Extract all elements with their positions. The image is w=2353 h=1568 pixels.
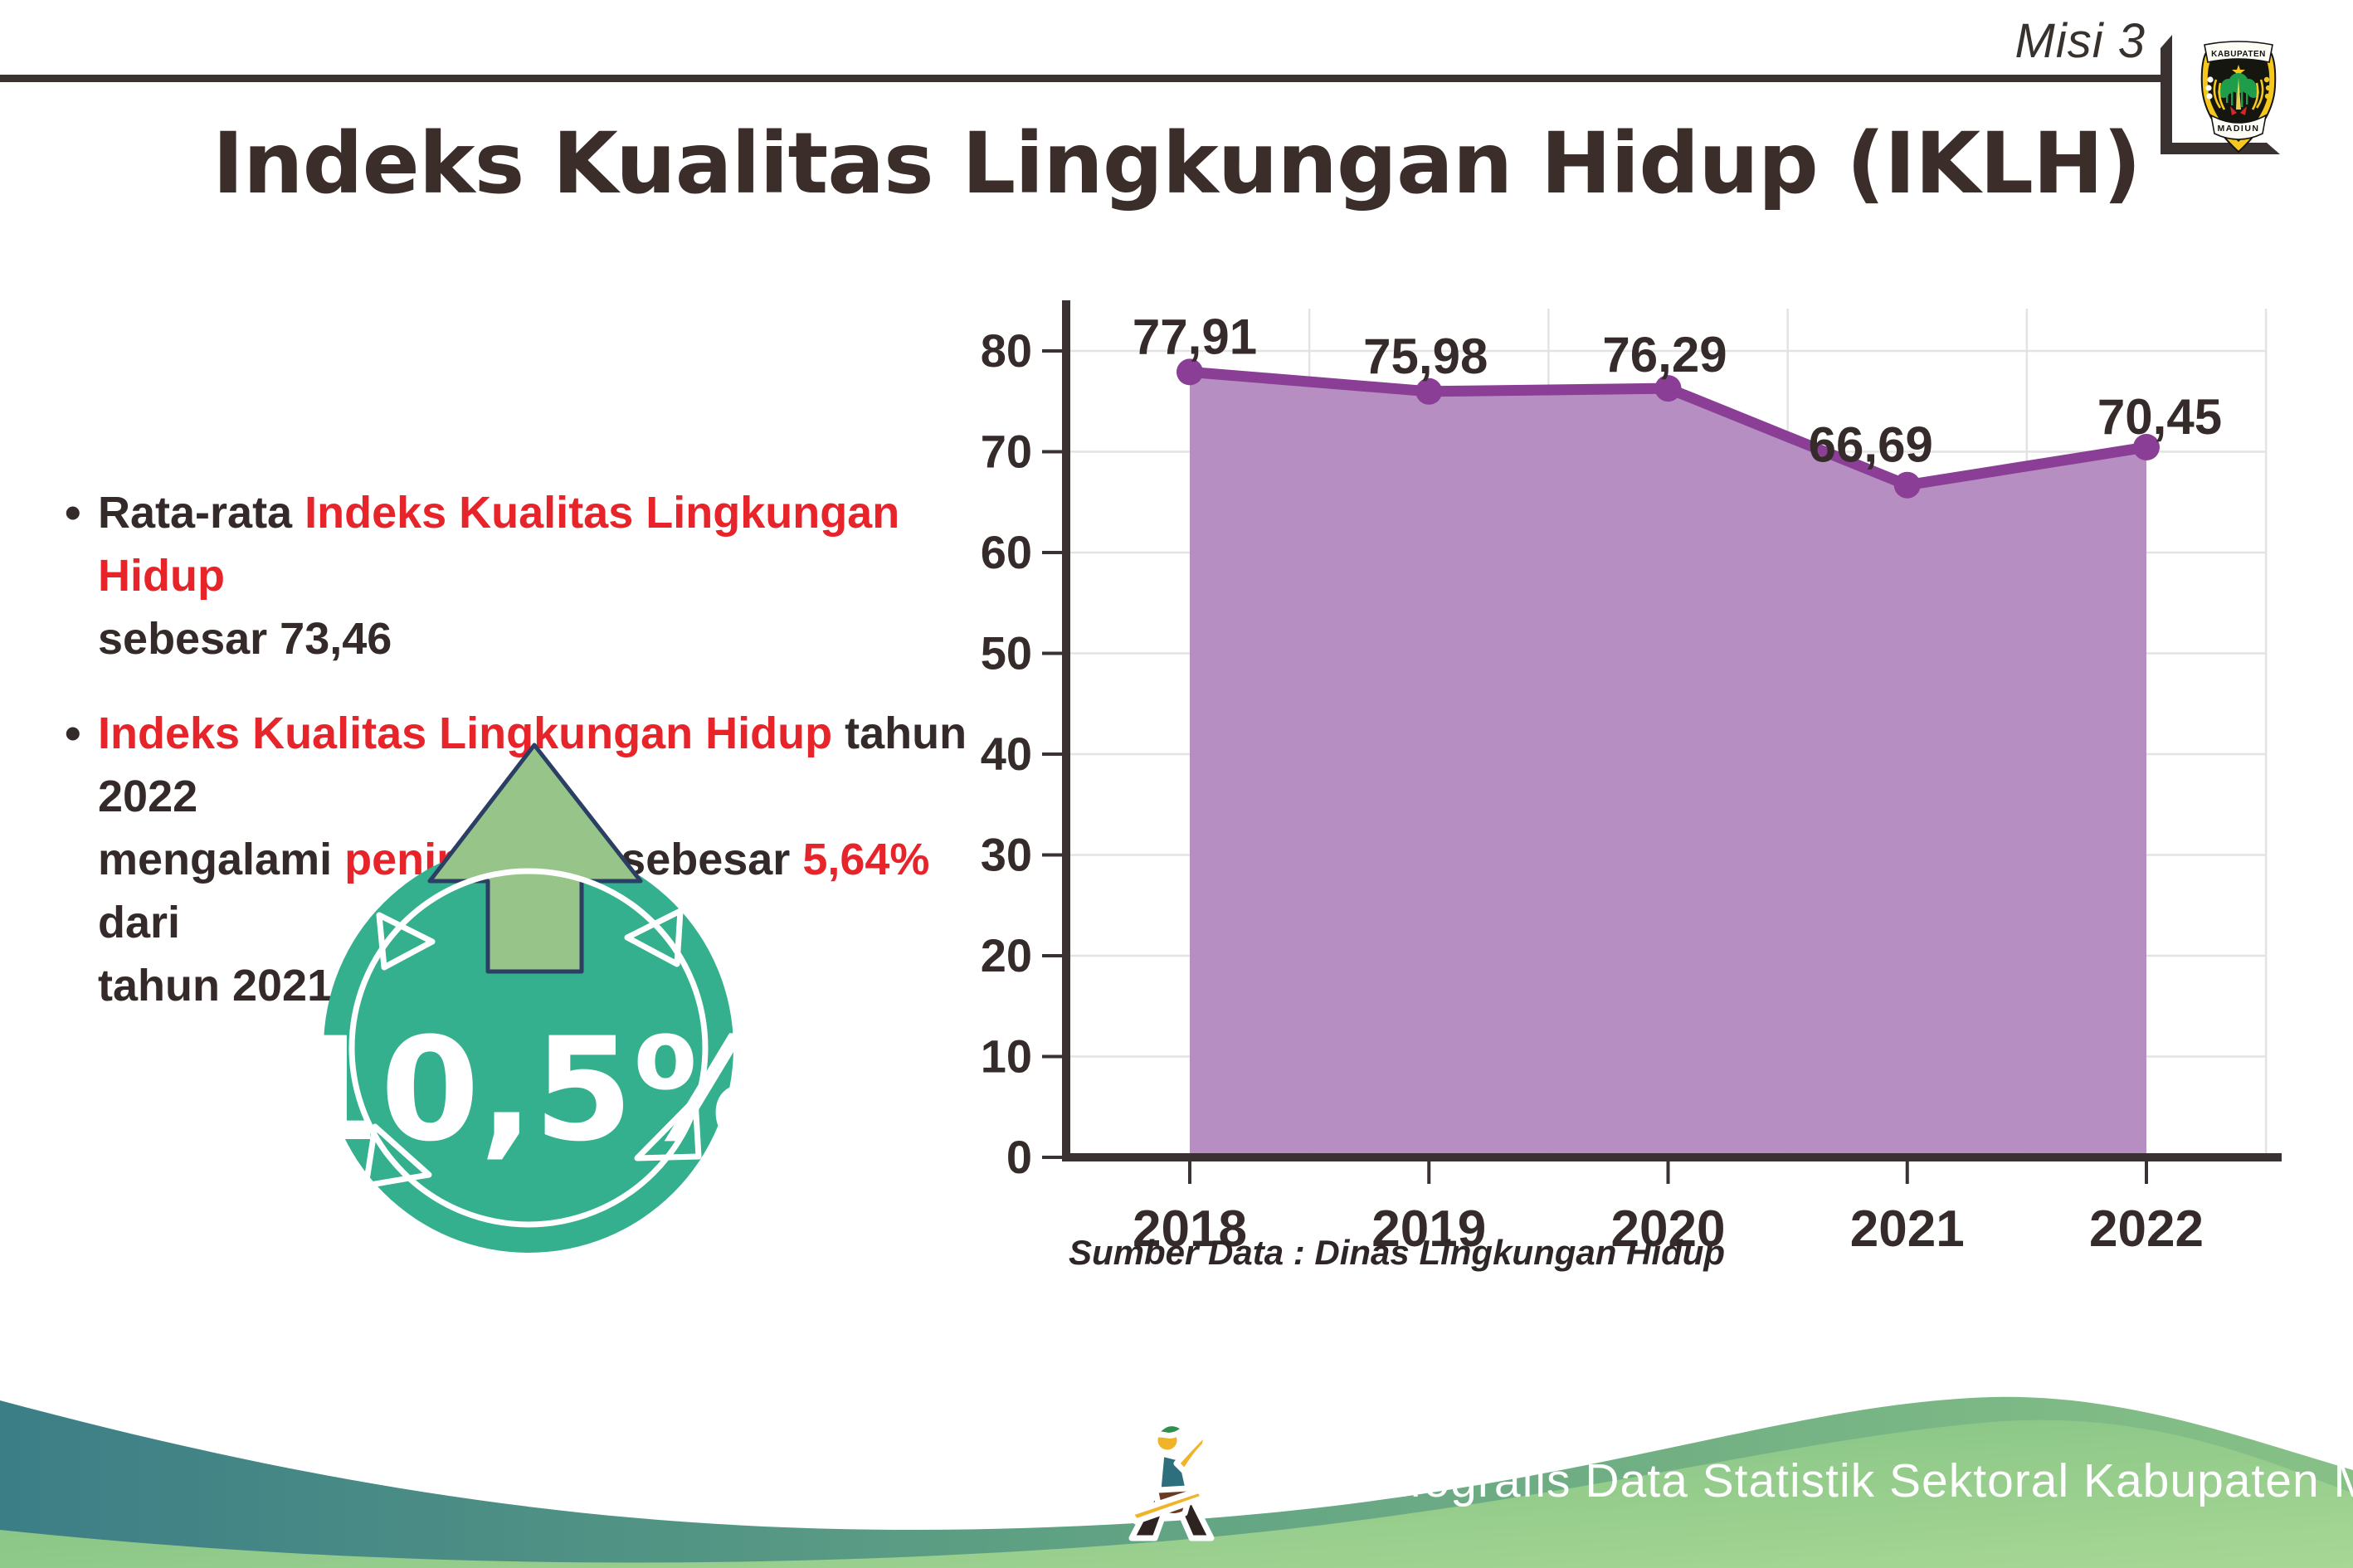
logo-bottom-banner xyxy=(2209,114,2268,140)
bullet-text-segment: tahun 2021 xyxy=(98,961,333,1010)
chart-point xyxy=(1893,471,1921,499)
x-tick-label: 2019 xyxy=(1371,1200,1486,1258)
x-tick-label: 2021 xyxy=(1850,1200,1965,1258)
bullet-item: • Rata-rata Indeks Kualitas Lingkungan Hi… xyxy=(65,481,967,670)
chart-point-label: 77,91 xyxy=(1133,309,1257,364)
bullet-text-segment: sebesar xyxy=(621,835,803,884)
chart-point xyxy=(2133,434,2160,460)
x-tick-label: 2018 xyxy=(1133,1200,1247,1258)
increase-badge: 10,5% xyxy=(307,743,755,1253)
bullet-text-segment: dari xyxy=(98,898,181,947)
chart-point xyxy=(1415,377,1443,405)
x-axis xyxy=(1062,1153,2282,1161)
badge-value: 10,5% xyxy=(307,1006,755,1173)
x-tick-label: 2022 xyxy=(2089,1200,2204,1258)
chart-point xyxy=(1176,358,1203,386)
logo-tree-icon xyxy=(2218,73,2259,110)
dancer-mascot-icon xyxy=(1127,1420,1215,1541)
x-tick-label: 2020 xyxy=(1611,1200,1726,1258)
y-tick-label: 40 xyxy=(981,728,1032,780)
bullet-text-segment: sebesar 73,46 xyxy=(98,614,392,664)
iklh-area-chart: 0 10 20 30 40 50 60 70 80 2018 2019 2020 2021 2022 77,… xyxy=(981,300,2282,1258)
y-tick-label: 0 xyxy=(1006,1131,1032,1183)
y-tick-label: 80 xyxy=(981,324,1032,377)
bullet-text-segment: Indeks Kualitas Lingkungan Hidup xyxy=(98,488,900,601)
logo-star-icon xyxy=(2232,65,2245,78)
up-arrow-icon xyxy=(427,743,643,974)
footer-caption: Media Infografis Data Statistik Sektoral… xyxy=(1221,1454,2353,1507)
bullet-text-segment: tahun 2022 xyxy=(98,709,967,821)
bullet-list: • Rata-rata Indeks Kualitas Lingkungan Hi… xyxy=(65,481,967,1017)
wave-front-band xyxy=(0,1419,2353,1568)
chart-point xyxy=(1654,375,1682,402)
bullet-text-segment: mengalami xyxy=(98,835,345,884)
header-divider-line xyxy=(0,75,2161,82)
frame-vertical-bar xyxy=(2161,35,2172,154)
kabupaten-madiun-logo-icon: KABUPATEN MADIUN xyxy=(2200,41,2277,153)
logo-top-banner xyxy=(2204,41,2273,63)
y-tick-label: 30 xyxy=(981,829,1032,881)
logo-top-text: KABUPATEN xyxy=(2211,50,2266,59)
bullet-line: sebesar 73,46 xyxy=(98,607,967,670)
source-note: Sumber Data : Dinas Lingkungan Hidup xyxy=(1069,1233,1726,1272)
frame-horizontal-bar xyxy=(2161,143,2280,154)
bullet-text-segment: 5,64% xyxy=(802,835,930,884)
bullet-text-segment: Rata-rata xyxy=(98,488,305,538)
logo-corner-frame xyxy=(2161,35,2280,154)
misi-label: Misi 3 xyxy=(2014,14,2146,68)
bullet-line: tahun 2021 xyxy=(98,954,967,1017)
logo-wings-icon xyxy=(2213,79,2264,110)
page-title: Indeks Kualitas Lingkungan Hidup (IKLH) xyxy=(212,114,2141,213)
bullet-text-segment: Indeks Kualitas Lingkungan Hidup xyxy=(98,709,833,758)
bullet-item: • Indeks Kualitas Lingkungan Hidup tahun … xyxy=(65,702,967,1017)
bullet-dot: • xyxy=(65,486,81,538)
y-tick-label: 50 xyxy=(981,627,1032,679)
bullet-line: Rata-rata Indeks Kualitas Lingkungan Hid… xyxy=(98,481,967,607)
y-tick-label: 20 xyxy=(981,929,1032,981)
chart-point-label: 66,69 xyxy=(1809,417,1933,473)
bullet-dot: • xyxy=(65,707,81,759)
chart-point-label: 76,29 xyxy=(1602,327,1727,382)
badge-accent-triangles xyxy=(363,908,702,1189)
footer-wave xyxy=(0,1396,2353,1568)
bullet-line: Indeks Kualitas Lingkungan Hidup tahun 2… xyxy=(98,702,967,828)
badge-inner-ring xyxy=(348,868,709,1228)
chart-point-label: 70,45 xyxy=(2097,389,2222,445)
y-tick-label: 10 xyxy=(981,1030,1032,1083)
y-axis xyxy=(1062,300,1070,1161)
logo-bottom-text: MADIUN xyxy=(2218,124,2260,134)
y-tick-label: 60 xyxy=(981,526,1032,578)
y-tick-label: 70 xyxy=(981,426,1032,478)
logo-cotton-rice-icons xyxy=(2205,76,2272,115)
chart-area-fill xyxy=(1190,372,2146,1153)
chart-point-label: 75,98 xyxy=(1363,329,1488,384)
